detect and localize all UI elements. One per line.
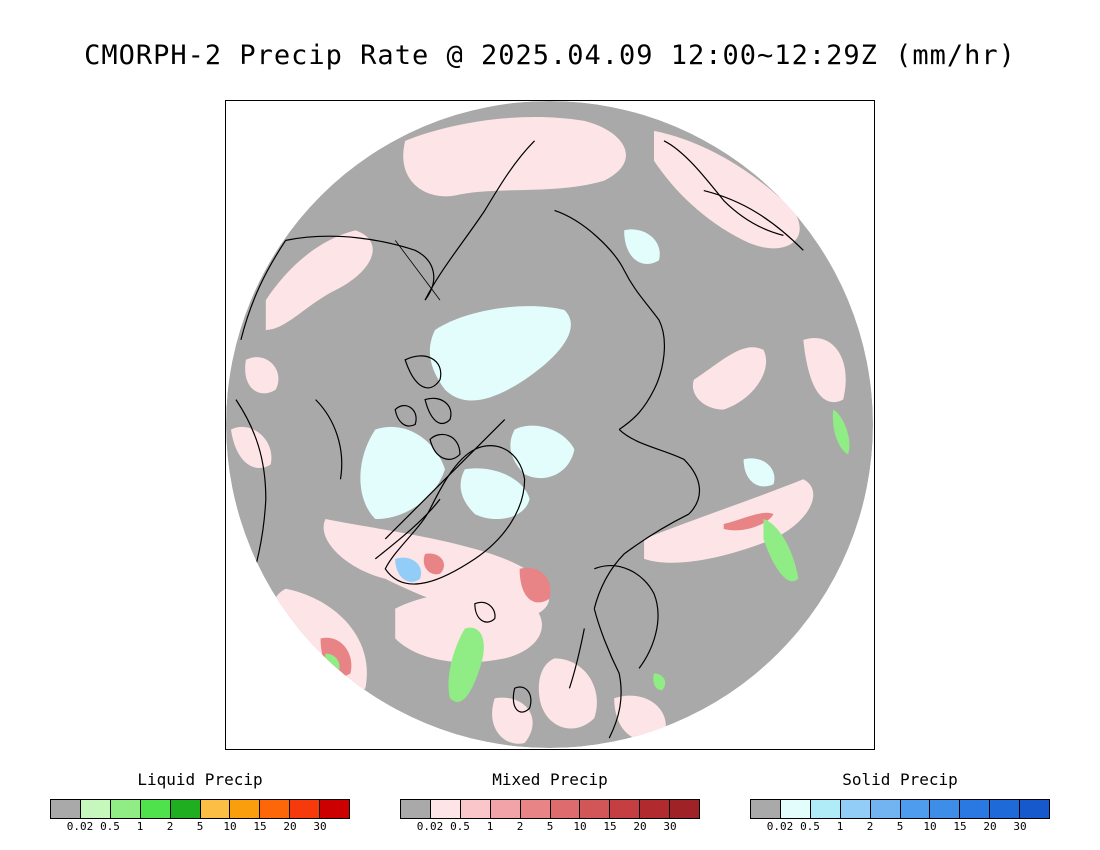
legend-mixed-swatch — [670, 800, 700, 818]
legend-liquid-swatch — [200, 800, 231, 818]
legend-solid-tick: 20 — [983, 820, 997, 833]
legend-mixed-swatch — [430, 800, 461, 818]
legend-liquid-tick: 5 — [196, 820, 204, 833]
legend-liquid-tick: 20 — [283, 820, 297, 833]
legend-mixed-tick: 2 — [516, 820, 524, 833]
polar-map-svg — [226, 101, 873, 748]
legend-solid-tick: 5 — [896, 820, 904, 833]
legend-solid-swatch — [960, 800, 991, 818]
legend-mixed-tick: 0.02 — [416, 820, 444, 833]
legend-liquid-swatch — [110, 800, 141, 818]
legend-liquid-swatch — [290, 800, 321, 818]
legend-solid: Solid Precip 0.02 0.5 1 2 5 10 15 20 30 — [750, 770, 1050, 833]
legend-mixed: Mixed Precip 0.02 0.5 1 2 5 10 15 20 30 — [400, 770, 700, 833]
legend-solid-title: Solid Precip — [842, 770, 958, 789]
legend-mixed-tick: 20 — [633, 820, 647, 833]
legend-liquid-tick: 2 — [166, 820, 174, 833]
legend-liquid-title: Liquid Precip — [137, 770, 263, 789]
legend-mixed-tick: 10 — [573, 820, 587, 833]
legend-solid-swatch — [1020, 800, 1050, 818]
legend-mixed-swatch — [460, 800, 491, 818]
legend-liquid-tick: 30 — [313, 820, 327, 833]
legend-solid-tick: 0.02 — [766, 820, 794, 833]
legend-liquid-swatch — [51, 800, 81, 818]
legend-mixed-tick: 30 — [663, 820, 677, 833]
legend-mixed-swatch — [520, 800, 551, 818]
legend-solid-swatch — [810, 800, 841, 818]
legend-mixed-swatch — [610, 800, 641, 818]
legend-mixed-swatch — [640, 800, 671, 818]
legend-liquid-swatch — [140, 800, 171, 818]
map-disc — [226, 101, 873, 748]
legend-solid-swatch — [870, 800, 901, 818]
legend-mixed-tick: 0.5 — [450, 820, 470, 833]
legend-liquid-swatch — [80, 800, 111, 818]
legend-liquid-tick: 1 — [136, 820, 144, 833]
legend-mixed-swatch — [401, 800, 431, 818]
legend-liquid-swatch — [170, 800, 201, 818]
legend-solid-swatch — [930, 800, 961, 818]
legend-liquid-ticks: 0.02 0.5 1 2 5 10 15 20 30 — [50, 819, 350, 833]
legend-mixed-tick: 15 — [603, 820, 617, 833]
legend-solid-swatch — [840, 800, 871, 818]
legend-solid-swatch — [780, 800, 811, 818]
mixed-precip-heavy — [320, 512, 774, 677]
legend-solid-colorbar — [750, 799, 1050, 819]
solid-precip-areas — [360, 229, 775, 520]
legend-liquid-tick: 0.02 — [66, 820, 94, 833]
legend-mixed-swatch — [580, 800, 611, 818]
legend-solid-tick: 1 — [836, 820, 844, 833]
chart-title: CMORPH-2 Precip Rate @ 2025.04.09 12:00~… — [84, 40, 1016, 71]
legend-liquid-tick: 0.5 — [100, 820, 120, 833]
legend-mixed-swatch — [490, 800, 521, 818]
legend-solid-swatch — [990, 800, 1021, 818]
polar-precip-map — [225, 100, 875, 750]
legend-solid-swatch — [900, 800, 931, 818]
legend-liquid-tick: 10 — [223, 820, 237, 833]
legend-mixed-ticks: 0.02 0.5 1 2 5 10 15 20 30 — [400, 819, 700, 833]
legend-solid-swatch — [751, 800, 781, 818]
legend-solid-ticks: 0.02 0.5 1 2 5 10 15 20 30 — [750, 819, 1050, 833]
legend-mixed-swatch — [550, 800, 581, 818]
legend-solid-tick: 2 — [866, 820, 874, 833]
legend-solid-tick: 30 — [1013, 820, 1027, 833]
legend-liquid-swatch — [320, 800, 350, 818]
legend-solid-tick: 0.5 — [800, 820, 820, 833]
legend-liquid-swatch — [260, 800, 291, 818]
legend-solid-tick: 15 — [953, 820, 967, 833]
legend-mixed-title: Mixed Precip — [492, 770, 608, 789]
coastlines — [235, 140, 804, 739]
legend-liquid-tick: 15 — [253, 820, 267, 833]
solid-precip-light-blue — [395, 557, 422, 582]
date-line — [394, 240, 441, 301]
legend-mixed-tick: 5 — [546, 820, 554, 833]
legend-liquid-colorbar — [50, 799, 350, 819]
legend-mixed-colorbar — [400, 799, 700, 819]
legend-mixed-tick: 1 — [486, 820, 494, 833]
legend-liquid: Liquid Precip 0.02 0.5 1 2 5 10 15 20 30 — [50, 770, 350, 833]
legend-solid-tick: 10 — [923, 820, 937, 833]
legend-liquid-swatch — [230, 800, 261, 818]
